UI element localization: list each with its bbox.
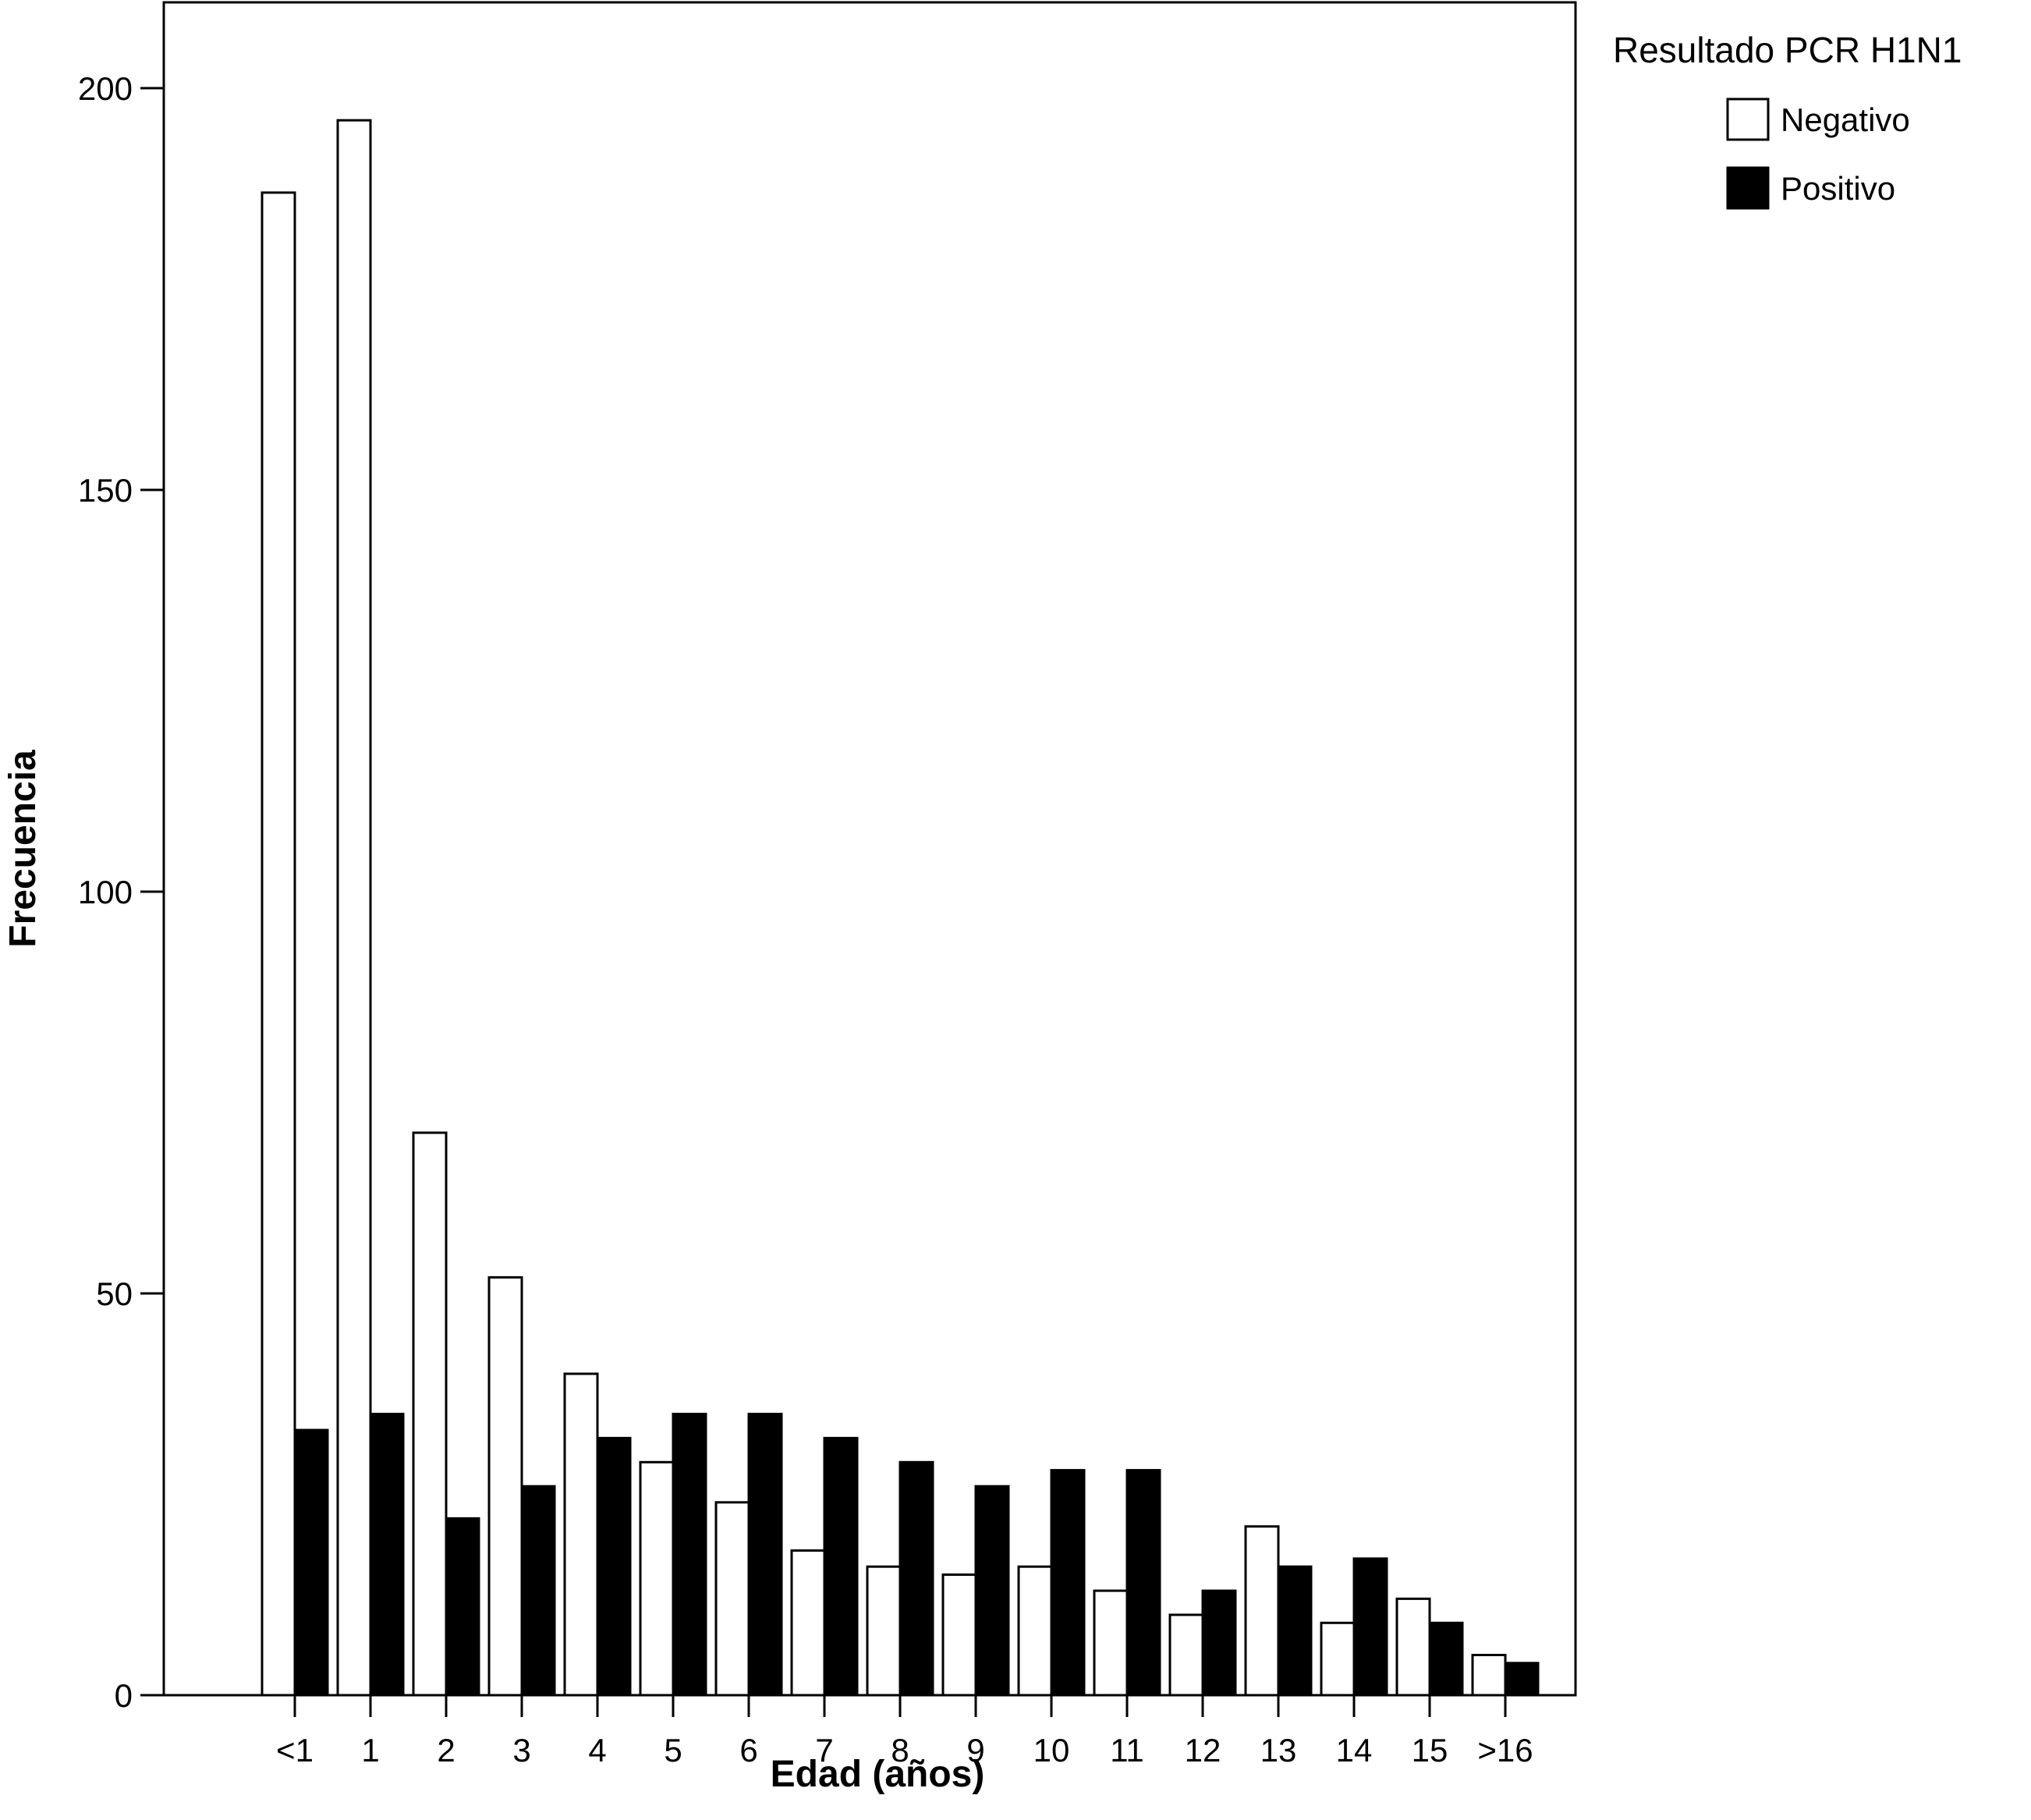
x-tick-label: 5 bbox=[664, 1732, 682, 1769]
y-tick-label: 150 bbox=[78, 472, 133, 509]
bar-negativo bbox=[790, 1549, 826, 1697]
bar-negativo bbox=[1093, 1589, 1129, 1697]
bar-positivo bbox=[293, 1428, 329, 1697]
legend-label-positivo: Positivo bbox=[1781, 170, 1895, 207]
y-tick-label: 200 bbox=[78, 70, 133, 107]
x-tick-label: 14 bbox=[1336, 1732, 1373, 1769]
x-tick-label: 13 bbox=[1260, 1732, 1297, 1769]
y-tick-label: 100 bbox=[78, 874, 133, 910]
bar-positivo bbox=[445, 1517, 480, 1697]
bar-positivo bbox=[1352, 1557, 1388, 1697]
y-axis: 0 50 100 150 200 bbox=[78, 70, 164, 1714]
y-axis-title: Frecuencia bbox=[2, 750, 44, 948]
bar-positivo bbox=[974, 1485, 1010, 1697]
bar-positivo bbox=[1201, 1589, 1237, 1697]
x-tick-label: 2 bbox=[437, 1732, 455, 1769]
bar-negativo bbox=[563, 1372, 599, 1697]
legend-swatch-negativo bbox=[1726, 98, 1770, 141]
legend-swatch-positivo bbox=[1726, 166, 1770, 210]
bar-negativo bbox=[1320, 1621, 1356, 1697]
bar-positivo bbox=[747, 1413, 783, 1697]
x-axis-title: Edad (años) bbox=[771, 1754, 985, 1795]
bar-positivo bbox=[1277, 1565, 1313, 1697]
bar-negativo bbox=[1471, 1654, 1507, 1697]
bar-positivo bbox=[899, 1460, 934, 1697]
bar-positivo bbox=[672, 1413, 707, 1697]
bar-positivo bbox=[823, 1436, 859, 1697]
y-tick-label: 0 bbox=[115, 1677, 133, 1714]
bar-positivo bbox=[596, 1436, 632, 1697]
bar-negativo bbox=[639, 1460, 675, 1697]
x-tick-label: 10 bbox=[1033, 1732, 1070, 1769]
bar-negativo bbox=[714, 1501, 750, 1697]
bar-positivo bbox=[1504, 1662, 1540, 1697]
x-tick-label: 4 bbox=[588, 1732, 606, 1769]
x-tick-label: 15 bbox=[1412, 1732, 1448, 1769]
x-tick-label: 12 bbox=[1185, 1732, 1221, 1769]
x-tick-label: <1 bbox=[276, 1732, 314, 1769]
bar-negativo bbox=[1395, 1597, 1431, 1697]
legend: Resultado PCR H1N1 Negativo Positivo bbox=[1613, 30, 1962, 210]
bar-negativo bbox=[1017, 1565, 1053, 1697]
x-axis: <1 1 2 3 4 5 6 7 8 9 10 11 12 13 14 15 >16 bbox=[276, 1695, 1533, 1769]
bar-negativo bbox=[866, 1565, 902, 1697]
x-tick-label: 11 bbox=[1110, 1732, 1144, 1769]
bar-negativo bbox=[412, 1131, 448, 1697]
x-tick-label: 7 bbox=[815, 1732, 833, 1769]
x-tick-label: 9 bbox=[966, 1732, 984, 1769]
bar-negativo bbox=[1244, 1525, 1280, 1697]
bar-negativo bbox=[1168, 1613, 1204, 1697]
bar-positivo bbox=[520, 1485, 556, 1697]
y-tick-label: 50 bbox=[96, 1275, 133, 1312]
x-tick-label: 3 bbox=[512, 1732, 530, 1769]
bar-negativo bbox=[336, 119, 372, 1697]
bar-positivo bbox=[1125, 1469, 1161, 1697]
x-tick-label: >16 bbox=[1477, 1732, 1533, 1769]
bar-positivo bbox=[1050, 1469, 1086, 1697]
legend-label-negativo: Negativo bbox=[1781, 101, 1910, 138]
bar-negativo bbox=[261, 191, 296, 1697]
x-tick-label: 6 bbox=[739, 1732, 757, 1769]
legend-title: Resultado PCR H1N1 bbox=[1613, 30, 1962, 70]
bar-negativo bbox=[487, 1275, 523, 1697]
bar-positivo bbox=[1428, 1621, 1464, 1697]
bars bbox=[261, 119, 1540, 1697]
bar-negativo bbox=[941, 1573, 977, 1697]
x-tick-label: 1 bbox=[361, 1732, 379, 1769]
x-tick-label: 8 bbox=[891, 1732, 909, 1769]
bar-positivo bbox=[369, 1413, 405, 1697]
